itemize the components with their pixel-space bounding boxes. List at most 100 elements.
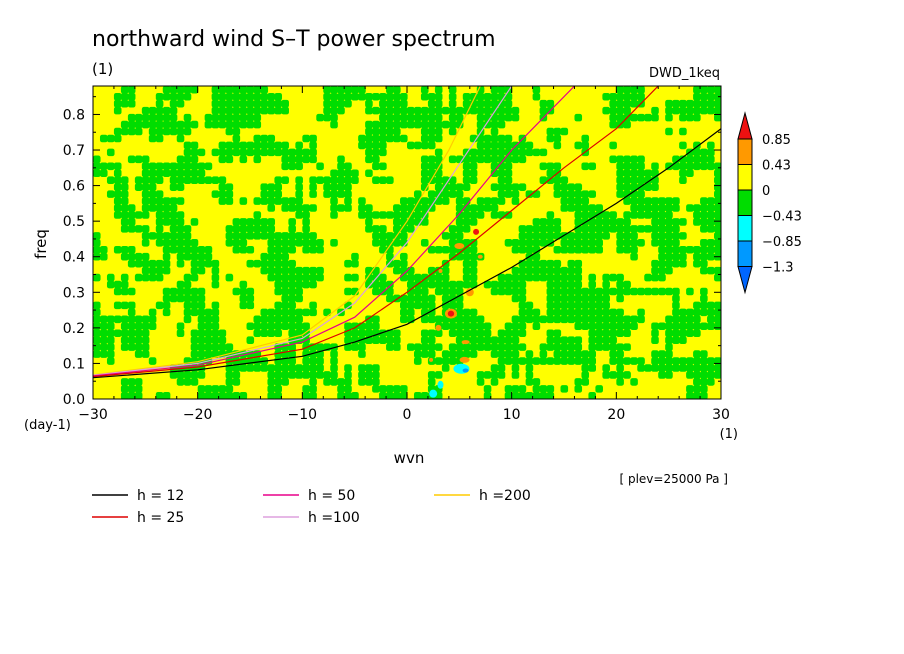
heatmap-cell — [169, 211, 178, 219]
heatmap-cell — [372, 141, 380, 150]
heatmap-cell — [469, 99, 478, 108]
heatmap-cell — [665, 232, 673, 240]
heatmap-cell — [134, 252, 143, 261]
heatmap-cell — [351, 86, 359, 94]
heatmap-cell — [413, 120, 422, 129]
heatmap-cell — [672, 315, 680, 324]
heatmap-cell — [309, 141, 317, 150]
heatmap-cell — [483, 155, 492, 164]
heatmap-cell — [113, 190, 122, 198]
heatmap-cell — [176, 155, 185, 164]
heatmap-cell — [714, 113, 721, 122]
heatmap-cell — [239, 301, 248, 310]
heatmap-anomalies — [429, 228, 483, 398]
heatmap-cell — [637, 204, 645, 212]
heatmap-cell — [525, 273, 534, 282]
heatmap-anomaly — [447, 310, 455, 317]
heatmap-cell — [567, 301, 576, 310]
heatmap-cell — [344, 176, 352, 184]
heatmap-cell — [574, 336, 583, 344]
heatmap-cell — [281, 141, 289, 150]
heatmap-cell — [288, 308, 296, 317]
heatmap-cell — [714, 239, 721, 247]
heatmap-cell — [665, 315, 673, 324]
heatmap-cell — [539, 357, 548, 365]
heatmap-cell — [302, 364, 310, 372]
heatmap-cell — [693, 211, 701, 219]
heatmap-cell — [455, 350, 464, 358]
heatmap-cell — [588, 336, 596, 344]
heatmap-cell — [581, 239, 590, 247]
heatmap-field — [93, 86, 721, 399]
heatmap-cell — [700, 301, 708, 310]
heatmap-cell — [462, 266, 471, 275]
heatmap-cell — [679, 99, 687, 108]
heatmap-cell — [267, 204, 276, 212]
heatmap-cell — [330, 99, 338, 108]
heatmap-cell — [141, 169, 150, 178]
heatmap-cell — [337, 183, 345, 191]
heatmap-cell — [99, 343, 108, 351]
heatmap-cell — [127, 127, 136, 136]
heatmap-cell — [462, 99, 471, 108]
heatmap-cell — [623, 322, 631, 331]
heatmap-cell — [511, 239, 520, 247]
heatmap-cell — [155, 273, 164, 282]
heatmap-cell — [204, 245, 213, 254]
heatmap-cell — [525, 245, 534, 254]
heatmap-anomaly — [462, 368, 469, 373]
heatmap-cell — [162, 120, 171, 129]
heatmap-cell — [511, 294, 520, 303]
heatmap-cell — [197, 315, 206, 324]
heatmap-cell — [400, 259, 408, 268]
heatmap-cell — [651, 232, 659, 240]
heatmap-cell — [407, 113, 415, 122]
heatmap-cell — [630, 378, 638, 386]
heatmap-cell — [246, 99, 255, 108]
heatmap-cell — [197, 148, 206, 157]
heatmap-cell — [546, 308, 555, 317]
heatmap-cell — [518, 357, 527, 365]
heatmap-cell — [679, 218, 687, 226]
heatmap-cell — [176, 329, 185, 337]
heatmap-cell — [420, 183, 429, 191]
heatmap-cell — [386, 287, 394, 296]
heatmap-cell — [253, 225, 262, 233]
heatmap-cell — [420, 350, 429, 358]
heatmap-cell — [267, 252, 276, 261]
heatmap-cell — [309, 183, 317, 191]
heatmap-cell — [679, 169, 687, 178]
heatmap-cell — [365, 127, 373, 136]
heatmap-cell — [504, 92, 513, 101]
heatmap-cell — [455, 106, 464, 115]
heatmap-cell — [239, 245, 248, 254]
heatmap-cell — [176, 197, 185, 205]
heatmap-cell — [183, 308, 192, 317]
heatmap-cell — [665, 266, 673, 275]
heatmap-cell — [588, 364, 596, 372]
heatmap-cell — [162, 127, 171, 136]
heatmap-cell — [288, 350, 296, 358]
heatmap-cell — [386, 106, 394, 115]
heatmap-cell — [190, 343, 199, 351]
heatmap-cell — [246, 301, 255, 310]
heatmap-cell — [595, 336, 603, 344]
heatmap-cell — [434, 99, 443, 108]
heatmap-cell — [686, 204, 694, 212]
heatmap-cell — [693, 315, 701, 324]
heatmap-cell — [532, 232, 541, 240]
heatmap-cell — [190, 86, 199, 94]
heatmap-cell — [386, 294, 394, 303]
heatmap-cell — [602, 211, 610, 219]
heatmap-cell — [281, 364, 289, 372]
heatmap-cell — [197, 385, 206, 393]
heatmap-cell — [337, 155, 345, 164]
heatmap-cell — [700, 106, 708, 115]
heatmap-cell — [379, 134, 387, 143]
heatmap-cell — [441, 280, 450, 289]
heatmap-cell — [665, 245, 673, 254]
heatmap-cell — [239, 232, 248, 240]
heatmap-cell — [386, 336, 394, 344]
heatmap-cell — [441, 357, 450, 365]
heatmap-cell — [700, 148, 708, 157]
